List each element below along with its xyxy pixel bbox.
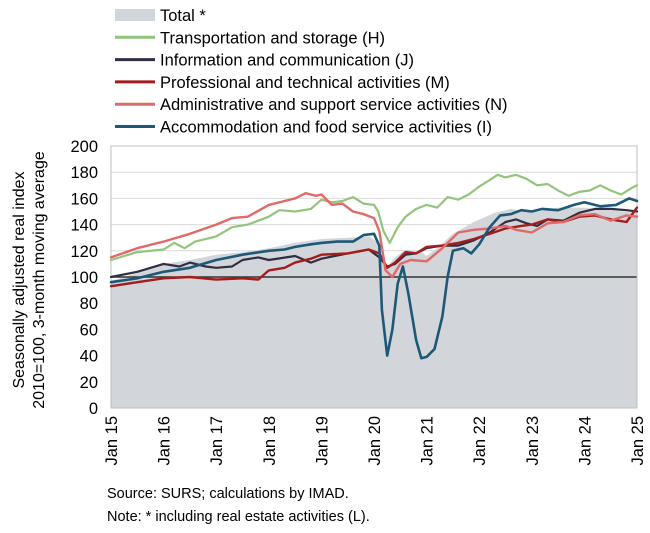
y-tick-label: 0	[89, 400, 98, 418]
y-tick-label: 200	[70, 138, 98, 156]
legend-label: Accommodation and food service activitie…	[160, 119, 492, 137]
x-tick-label: Jan 20	[366, 416, 384, 466]
x-tick-label: Jan 19	[313, 416, 331, 466]
y-tick-label: 160	[70, 190, 98, 208]
y-axis-label-line1: Seasonally adjusted real index	[11, 171, 28, 388]
x-tick-label: Jan 23	[524, 416, 542, 466]
y-axis-label-line2: 2010=100, 3-month moving average	[31, 151, 48, 409]
area-total	[111, 207, 637, 408]
legend-label: Professional and technical activities (M…	[160, 74, 450, 92]
x-tick-label: Jan 15	[103, 416, 121, 466]
plot-area: 0 20 40 60 80 100 120 140 160 180 200 Jan 15 Jan 16 J…	[70, 138, 647, 466]
x-tick-label: Jan 17	[208, 416, 226, 466]
footnote: Note: * including real estate activities…	[107, 509, 370, 525]
y-tick-label: 140	[70, 217, 98, 235]
x-tick-label: Jan 25	[629, 416, 647, 466]
y-tick-label: 60	[80, 321, 98, 339]
x-tick-label: Jan 16	[156, 416, 174, 466]
legend-label: Information and communication (J)	[160, 52, 414, 70]
y-tick-label: 40	[80, 348, 98, 366]
line-chart: Total * Transportation and storage (H) Inf…	[11, 7, 647, 466]
y-tick-label: 80	[80, 295, 98, 313]
series-line-1	[109, 173, 639, 262]
x-tick-label: Jan 24	[576, 416, 594, 466]
y-tick-label: 180	[70, 164, 98, 182]
series-line-4	[109, 191, 639, 279]
x-tick-label: Jan 21	[419, 416, 437, 466]
source-note: Source: SURS; calculations by IMAD.	[107, 486, 349, 502]
legend-label: Transportation and storage (H)	[160, 29, 385, 47]
y-tick-label: 120	[70, 243, 98, 261]
y-tick-label: 20	[80, 374, 98, 392]
x-tick-label: Jan 22	[471, 416, 489, 466]
legend-label: Administrative and support service activ…	[160, 96, 508, 114]
x-tick-label: Jan 18	[261, 416, 279, 466]
series-line-3	[109, 206, 639, 288]
series-line-5	[109, 197, 639, 360]
legend: Total * Transportation and storage (H) Inf…	[115, 7, 508, 137]
legend-label: Total *	[160, 7, 206, 25]
legend-swatch-total	[115, 9, 155, 21]
y-tick-label: 100	[70, 269, 98, 287]
